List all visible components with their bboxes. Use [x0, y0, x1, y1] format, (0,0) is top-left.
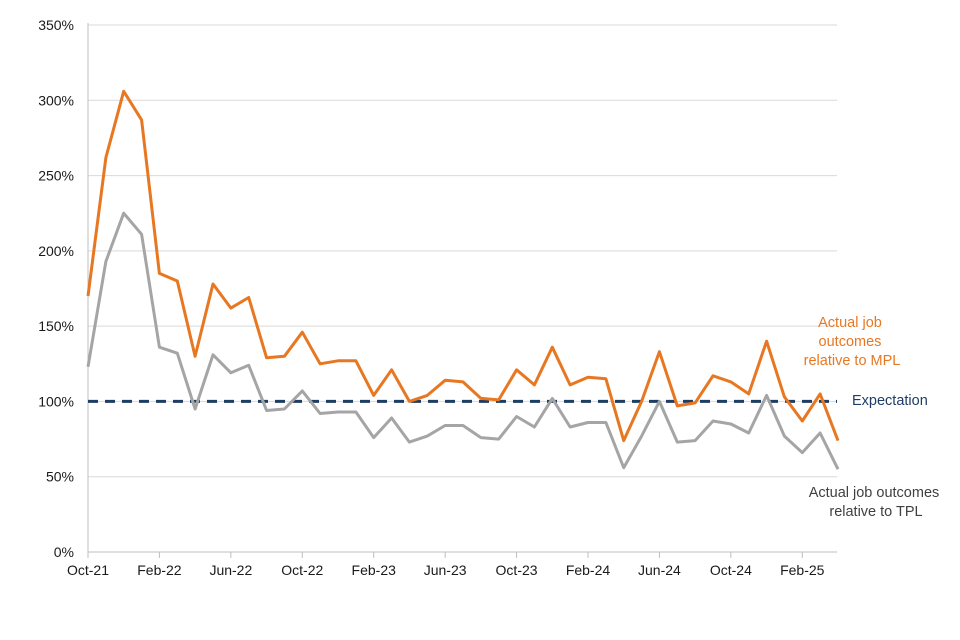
tpl-series-line	[86, 211, 840, 470]
y-tick-label: 150%	[38, 318, 74, 334]
x-tick-labels: Oct-21 Feb-22 Jun-22 Oct-22 Feb-23 Jun-23 Oct-…	[67, 562, 825, 578]
series-lines	[86, 89, 840, 470]
x-tick-label: Feb-24	[566, 562, 611, 578]
expectation-label: Expectation	[852, 393, 928, 409]
x-tick-label: Jun-22	[209, 562, 252, 578]
y-tick-label: 350%	[38, 17, 74, 33]
mpl-series-label: Actual job outcomes relative to MPL	[804, 315, 901, 369]
x-tick-label: Jun-23	[424, 562, 467, 578]
y-tick-labels: 0% 50% 100% 150% 200% 250% 300% 350%	[38, 17, 74, 560]
x-tick-label: Oct-23	[496, 562, 538, 578]
x-tick-label: Oct-22	[281, 562, 323, 578]
x-tick-label: Feb-25	[780, 562, 825, 578]
tpl-series-label: Actual job outcomes relative to TPL	[809, 485, 944, 520]
x-tick-label: Feb-23	[352, 562, 397, 578]
y-tick-label: 0%	[54, 544, 74, 560]
y-tick-label: 250%	[38, 168, 74, 184]
y-tick-label: 200%	[38, 243, 74, 259]
x-tick-label: Oct-24	[710, 562, 752, 578]
y-tick-label: 100%	[38, 393, 74, 409]
mpl-series-line	[86, 89, 840, 443]
y-tick-label: 50%	[46, 469, 74, 485]
x-tick-label: Oct-21	[67, 562, 109, 578]
gridlines	[88, 24, 837, 478]
x-tick-label: Feb-22	[137, 562, 182, 578]
y-tick-label: 300%	[38, 92, 74, 108]
x-tick-label: Jun-24	[638, 562, 681, 578]
axes	[87, 23, 837, 558]
